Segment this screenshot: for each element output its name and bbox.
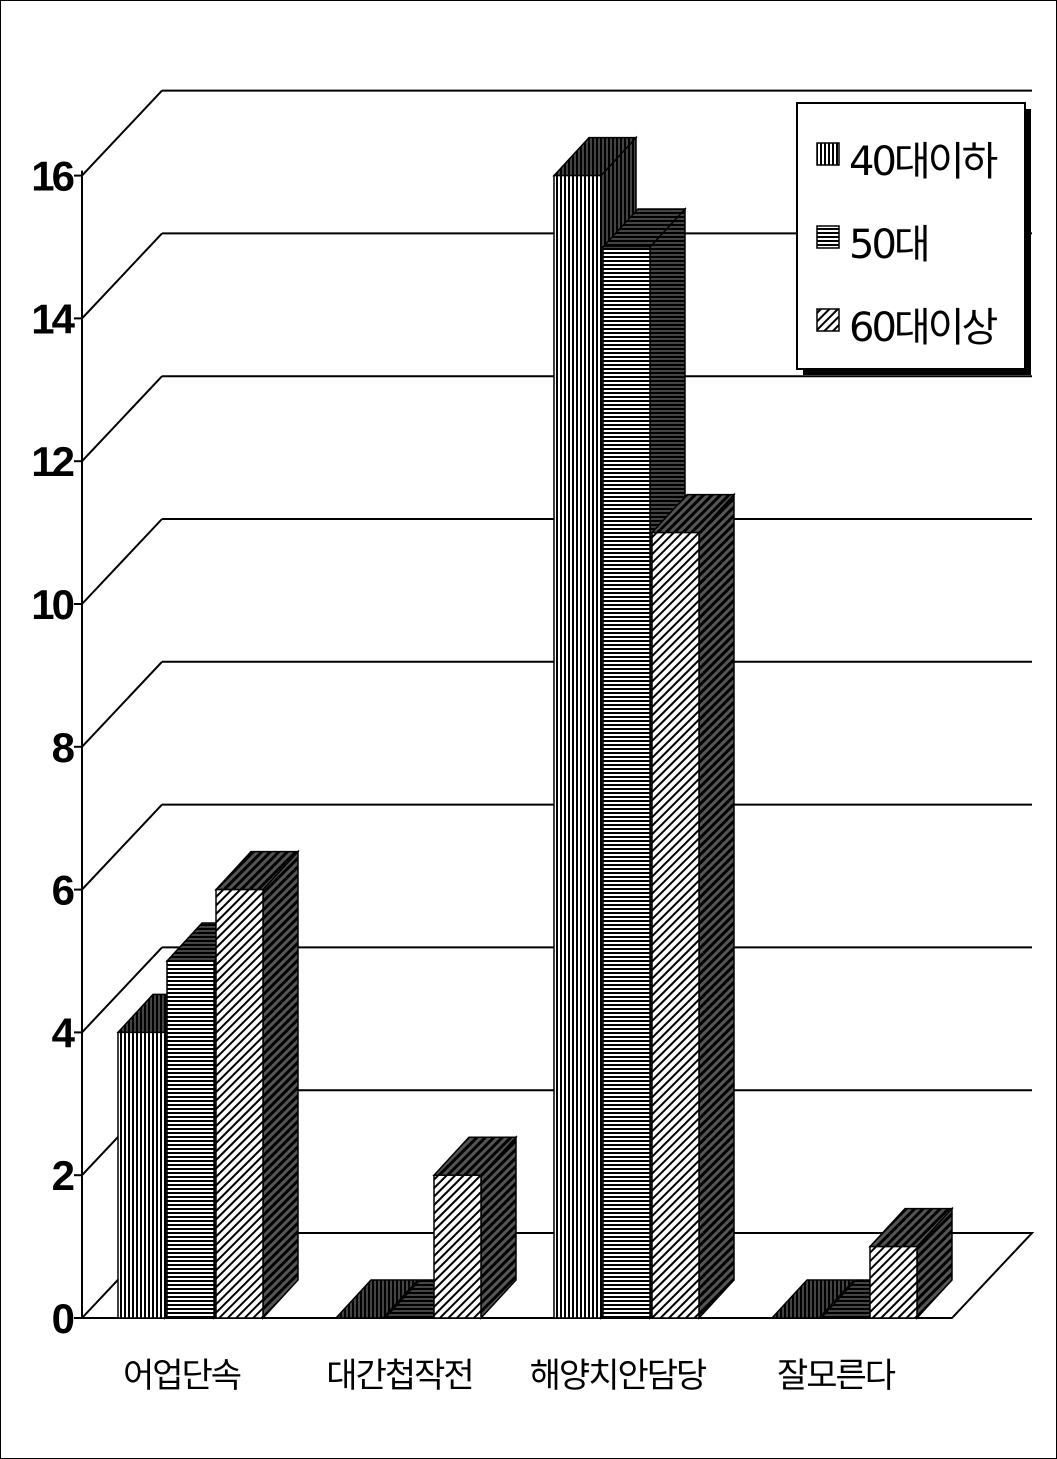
bar-front [602, 246, 651, 1319]
bar-side [698, 492, 735, 1320]
bar-front [553, 174, 602, 1319]
gridline-side [81, 661, 163, 748]
legend-label: 60대이상 [849, 305, 997, 351]
legend-label: 50대 [849, 222, 928, 268]
y-tick-label: 12 [31, 438, 73, 485]
y-tick-label: 4 [52, 1009, 76, 1056]
legend: 40대이하 50대 60대이상 [796, 102, 1031, 375]
y-tick-label: 8 [52, 724, 75, 771]
bar-front [433, 1174, 482, 1319]
bar-top [334, 1279, 420, 1319]
legend-label: 40대이하 [849, 139, 997, 185]
gridline-side [81, 375, 163, 462]
bar-front [869, 1245, 918, 1319]
y-tick-label: 6 [52, 867, 74, 914]
bar [214, 849, 300, 1320]
bar-front [166, 960, 215, 1319]
y-tick-label: 14 [31, 295, 75, 342]
bar-top [770, 1279, 856, 1319]
bar-front [651, 531, 700, 1319]
legend-swatch [816, 225, 840, 249]
x-tick-label: 잘모른다 [777, 1356, 896, 1396]
gridline-side [81, 89, 163, 177]
legend-swatch [816, 142, 840, 166]
gridline-side [81, 946, 163, 1034]
y-tick-label: 16 [31, 153, 73, 200]
bar-side [262, 849, 299, 1320]
legend-swatch [816, 308, 840, 332]
bar [334, 1279, 420, 1319]
y-tick-label: 0 [52, 1295, 74, 1342]
gridline-side [81, 803, 163, 891]
gridline-side [81, 232, 163, 320]
bar [432, 1135, 518, 1320]
category-axis: 어업단속 대간첩작전 해양치안담당 잘모른다 [123, 1356, 898, 1396]
value-axis: 0 2 4 6 8 10 12 14 16 [31, 153, 83, 1342]
x-tick-label: 해양치안담당 [530, 1356, 707, 1396]
y-tick-label: 2 [52, 1152, 74, 1199]
bar [868, 1206, 954, 1320]
bar [770, 1279, 856, 1319]
x-tick-label: 어업단속 [123, 1356, 241, 1396]
y-tick-label: 10 [31, 581, 73, 628]
bar-front [215, 888, 264, 1319]
bar [650, 492, 736, 1320]
bar-front [117, 1031, 166, 1319]
x-tick-label: 대간첩작전 [326, 1356, 472, 1396]
bars [116, 135, 954, 1320]
gridline-side [81, 518, 163, 605]
